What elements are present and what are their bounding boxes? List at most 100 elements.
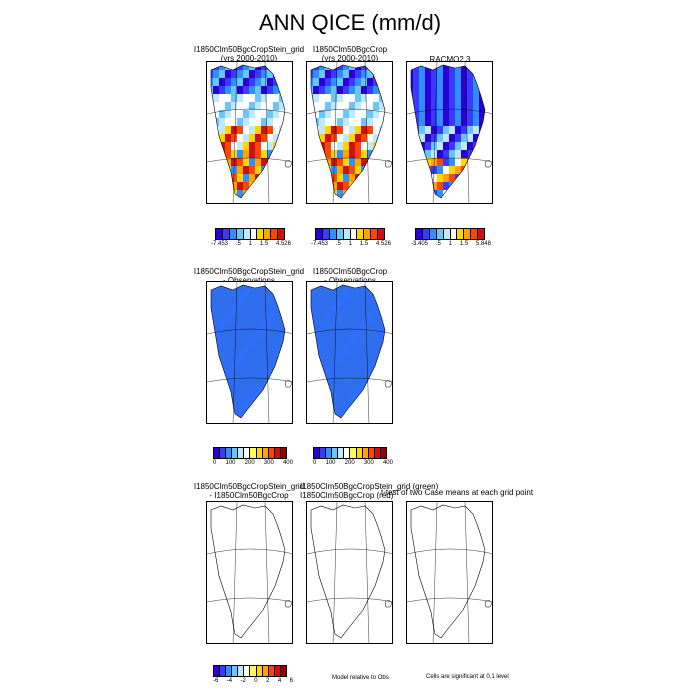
grid-cell [255, 298, 261, 306]
grid-cell [449, 142, 455, 150]
grid-cell [331, 65, 337, 70]
graticule-line [332, 62, 338, 203]
grid-cell [419, 182, 425, 190]
grid-cell [225, 134, 231, 142]
grid-cell [349, 290, 355, 298]
grid-cell [279, 322, 285, 330]
grid-cell [313, 142, 319, 150]
colorbar-swatch [464, 229, 472, 239]
grid-cell [491, 118, 493, 126]
grid-cell [231, 394, 237, 402]
grid-cell [367, 322, 373, 330]
grid-cell [211, 402, 213, 410]
grid-cell [267, 134, 273, 142]
grid-cell [425, 118, 431, 126]
grid-cell [467, 102, 473, 110]
grid-cell [355, 394, 361, 402]
grid-cell [313, 370, 319, 378]
grid-cell [355, 166, 361, 174]
grid-cell [355, 78, 361, 86]
colorbar-swatch [243, 229, 251, 239]
grid-cell [249, 418, 255, 424]
colorbar-tick-label: 300 [363, 460, 374, 466]
grid-cell [249, 322, 255, 330]
grid-cell [331, 174, 337, 182]
grid-cell [325, 102, 331, 110]
grid-cell [331, 94, 337, 102]
grid-cell [491, 174, 493, 182]
grid-cell [237, 370, 243, 378]
grid-cell [219, 70, 225, 78]
graticule-line [207, 597, 292, 603]
grid-cell [325, 94, 331, 102]
grid-cell [379, 182, 385, 190]
grid-cell [261, 418, 267, 424]
grid-cell [331, 150, 337, 158]
grid-cell [367, 290, 373, 298]
grid-cell [291, 338, 293, 346]
grid-cell [367, 410, 373, 418]
grid-cell [349, 394, 355, 402]
grid-cell [349, 370, 355, 378]
grid-cell [485, 70, 491, 78]
grid-cell [355, 86, 361, 94]
grid-cell [431, 86, 437, 94]
colorbar-swatch [262, 448, 269, 458]
grid-cell [273, 118, 279, 126]
grid-cell [349, 354, 355, 362]
grid-cell [243, 402, 249, 410]
grid-cell [313, 386, 319, 394]
grid-cell [225, 174, 231, 182]
grid-cell [425, 78, 431, 86]
grid-cell [337, 362, 343, 370]
grid-cell [391, 290, 393, 298]
grid-cell [311, 190, 313, 198]
grid-cell [211, 338, 213, 346]
grid-cell [361, 346, 367, 354]
grid-cell [419, 65, 425, 70]
grid-cell [411, 78, 413, 86]
grid-cell [249, 378, 255, 386]
colorbar-tick-labels: -6 -4 -2 0 2 4 6 [213, 678, 293, 684]
grid-cell [325, 346, 331, 354]
grid-cell [491, 150, 493, 158]
grid-cell [261, 322, 267, 330]
greenland-map [307, 502, 392, 643]
grid-cell [313, 102, 319, 110]
grid-cell [225, 150, 231, 158]
grid-cell [343, 94, 349, 102]
colorbar-swatch [322, 229, 330, 239]
grid-cell [319, 290, 325, 298]
grid-cell [311, 290, 313, 298]
grid-cell [279, 110, 285, 118]
grid-cell [237, 362, 243, 370]
grid-cell [319, 182, 325, 190]
grid-cell [255, 314, 261, 322]
grid-cell [385, 330, 391, 338]
grid-cell [349, 418, 355, 424]
grid-cell [213, 134, 219, 142]
grid-cell [349, 386, 355, 394]
grid-cell [411, 190, 413, 198]
graticule-line [264, 62, 270, 203]
grid-cell [337, 322, 343, 330]
grid-cell [425, 142, 431, 150]
colorbar-swatch [380, 448, 386, 458]
grid-cell [273, 150, 279, 158]
grid-cell [461, 86, 467, 94]
grid-cell [349, 190, 355, 198]
map-panel [306, 501, 393, 644]
grid-cell [213, 86, 219, 94]
grid-cell [355, 150, 361, 158]
grid-cell [267, 118, 273, 126]
grid-cell [337, 394, 343, 402]
grid-cell [443, 134, 449, 142]
grid-cell [437, 102, 443, 110]
grid-cell [385, 402, 391, 410]
colorbar-swatch [250, 229, 258, 239]
grid-cell [249, 198, 255, 204]
grid-cell [343, 402, 349, 410]
grid-cell [267, 410, 273, 418]
colorbar-swatch [271, 229, 279, 239]
grid-cell [373, 338, 379, 346]
